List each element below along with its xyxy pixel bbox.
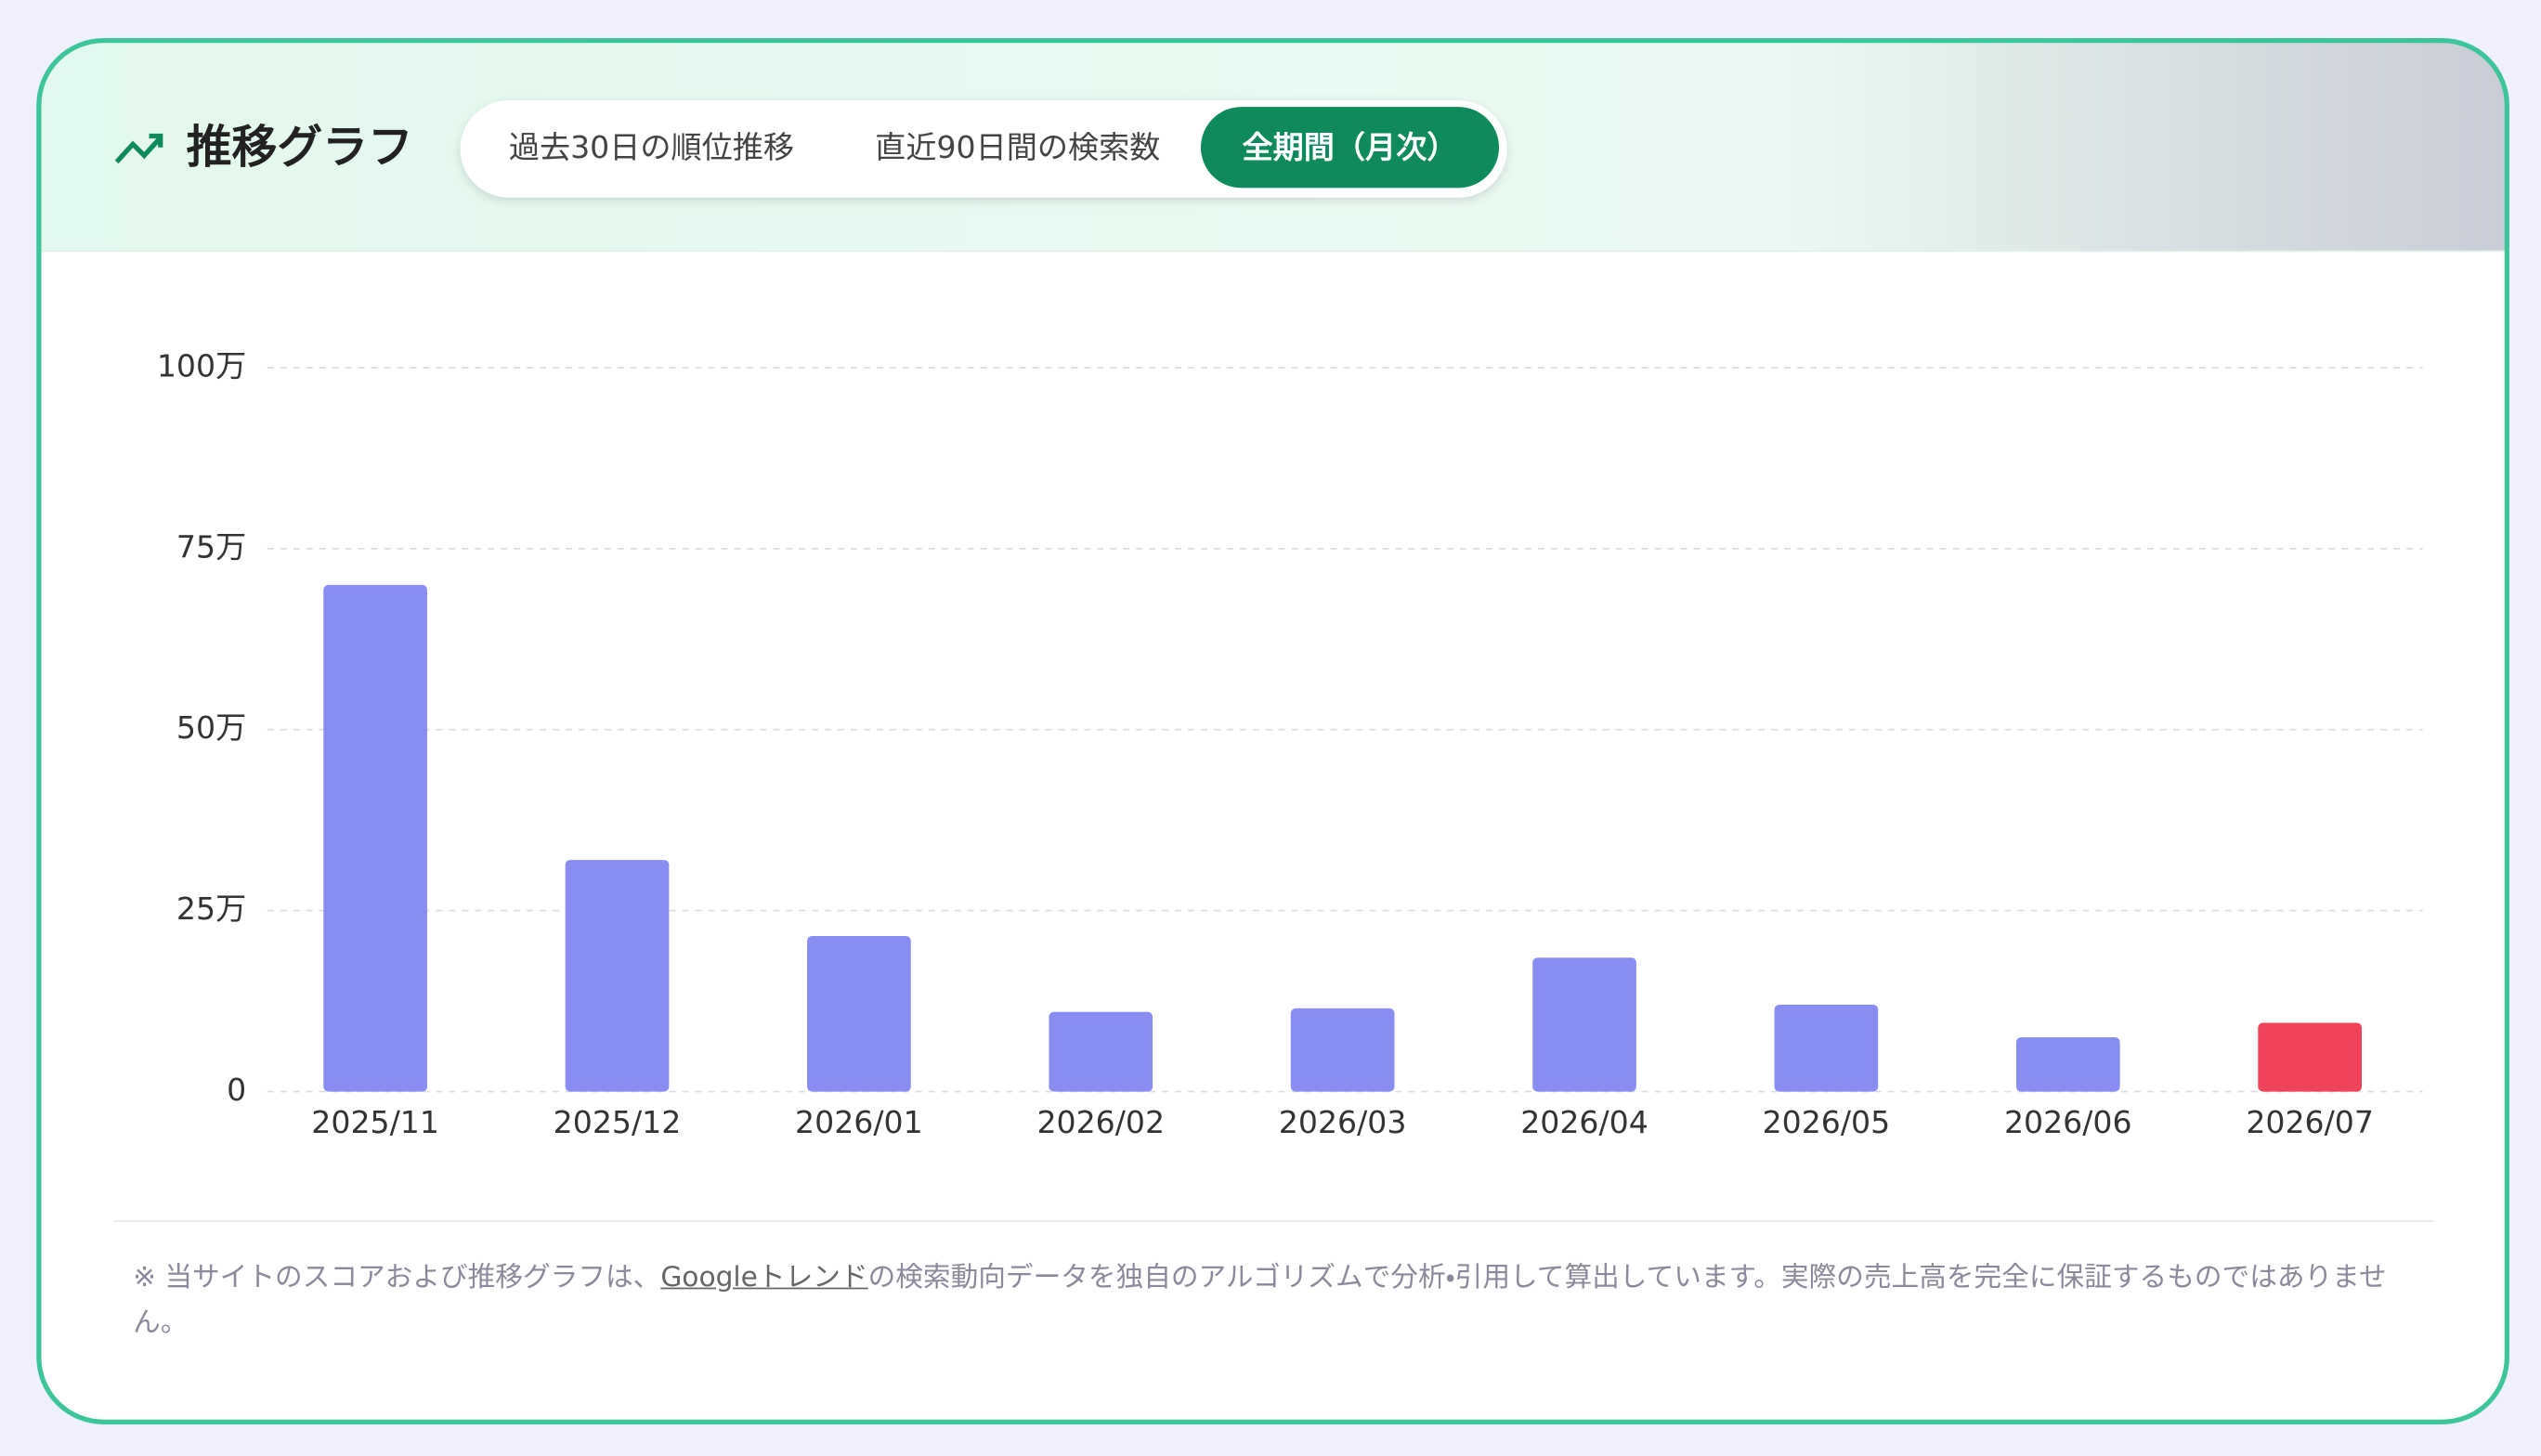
- x-tick-label: 2026/03: [1279, 1104, 1407, 1140]
- y-tick-label: 100万: [157, 347, 246, 384]
- section-title: 推移グラフ: [187, 121, 413, 174]
- x-tick-label: 2026/06: [2004, 1104, 2132, 1140]
- bar: [1049, 1011, 1153, 1092]
- y-tick-label: 25万: [176, 890, 246, 927]
- bar: [2015, 1037, 2120, 1092]
- tab[interactable]: 直近90日間の検索数: [875, 129, 1160, 165]
- tab-active-bg[interactable]: [1200, 107, 1500, 188]
- x-tick-label: 2026/01: [795, 1104, 923, 1140]
- tab[interactable]: 過去30日の順位推移: [509, 129, 794, 165]
- x-tick-label: 2025/11: [311, 1104, 439, 1140]
- footnote-text: の検索動向データを独自のアルゴリズムで分析・引用して算出しています。実際の売上高…: [133, 1261, 2387, 1340]
- bar: [1774, 1005, 1879, 1092]
- tab-active[interactable]: 全期間（月次）: [1243, 129, 1458, 165]
- y-tick-label: 75万: [176, 528, 246, 565]
- x-tick-label: 2025/12: [554, 1104, 682, 1140]
- bar: [807, 935, 911, 1092]
- bar: [565, 860, 670, 1092]
- bar: [1290, 1008, 1395, 1092]
- x-tick-label: 2026/07: [2246, 1104, 2374, 1140]
- card-border: [36, 37, 2509, 1424]
- footnote-box: ※ 当サイトのスコアおよび推移グラフは、Googleトレンドの検索動向データを独…: [133, 1255, 2421, 1346]
- footnote-text: ※ 当サイトのスコアおよび推移グラフは、: [133, 1261, 661, 1294]
- x-tick-label: 2026/04: [1520, 1104, 1648, 1140]
- trend-icon: [114, 136, 163, 164]
- footnote-link[interactable]: Googleトレンド: [660, 1261, 868, 1294]
- bar: [2258, 1022, 2362, 1092]
- bar: [323, 584, 427, 1092]
- tabs: 過去30日の順位推移 直近90日間の検索数 全期間（月次）: [509, 107, 1500, 188]
- y-tick-label: 50万: [176, 709, 246, 746]
- x-tick-label: 2026/02: [1036, 1104, 1165, 1140]
- bar: [1532, 957, 1636, 1092]
- x-tick-label: 2026/05: [1763, 1104, 1891, 1140]
- y-tick-label: 0: [227, 1072, 246, 1108]
- trend-icon-arrow: [149, 133, 163, 148]
- plot: 0 25万 50万 75万 100万 2025/11 2025/12 2026/01 2026/…: [157, 347, 2423, 1140]
- footnote: ※ 当サイトのスコアおよび推移グラフは、Googleトレンドの検索動向データを独…: [133, 1255, 2421, 1346]
